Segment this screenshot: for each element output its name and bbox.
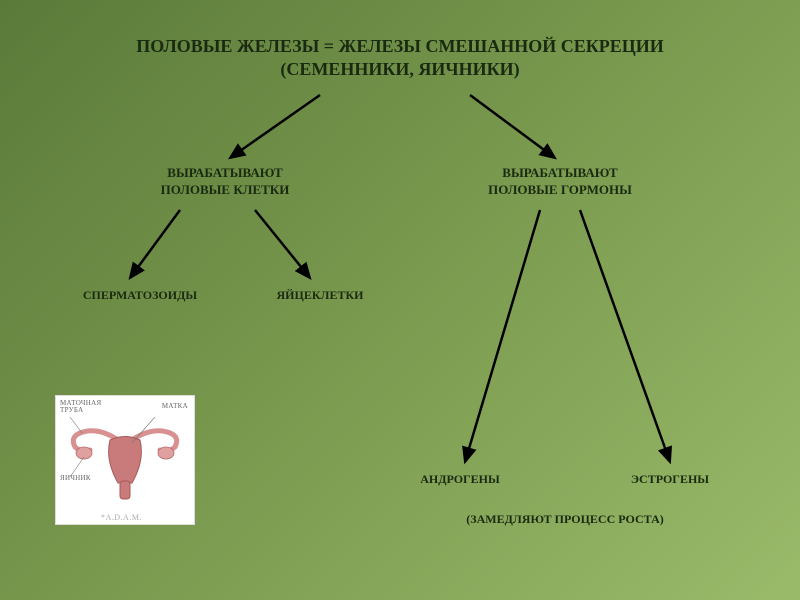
edge-hormones-estrogens bbox=[580, 210, 670, 462]
inset-watermark: *A.D.A.M. bbox=[101, 513, 142, 522]
inset-label-tube: МАТОЧНАЯ ТРУБА bbox=[60, 400, 101, 414]
leaf-estrogens: ЭСТРОГЕНЫ bbox=[595, 472, 745, 488]
inset-anatomy: МАТОЧНАЯ ТРУБА МАТКА ЯИЧНИК *A.D.A.M. bbox=[55, 395, 195, 525]
leaf-sperm: СПЕРМАТОЗОИДЫ bbox=[40, 288, 240, 304]
leaf-androgens: АНДРОГЕНЫ bbox=[385, 472, 535, 488]
footnote: (ЗАМЕДЛЯЮТ ПРОЦЕСС РОСТА) bbox=[385, 512, 745, 527]
edge-hormones-androgens bbox=[465, 210, 540, 462]
inset-label-uterus: МАТКА bbox=[162, 402, 188, 410]
node-cells: ВЫРАБАТЫВАЮТ ПОЛОВЫЕ КЛЕТКИ bbox=[115, 165, 335, 199]
inset-label-ovary: ЯИЧНИК bbox=[60, 474, 91, 482]
edge-cells-egg bbox=[255, 210, 310, 278]
edge-cells-sperm bbox=[130, 210, 180, 278]
anatomy-drawing bbox=[60, 405, 190, 515]
edge-root-hormones bbox=[470, 95, 555, 158]
diagram-root: ПОЛОВЫЕ ЖЕЛЕЗЫ = ЖЕЛЕЗЫ СМЕШАННОЙ СЕКРЕЦ… bbox=[80, 35, 720, 82]
edge-root-cells bbox=[230, 95, 320, 158]
leaf-egg: ЯЙЦЕКЛЕТКИ bbox=[240, 288, 400, 304]
node-hormones: ВЫРАБАТЫВАЮТ ПОЛОВЫЕ ГОРМОНЫ bbox=[440, 165, 680, 199]
